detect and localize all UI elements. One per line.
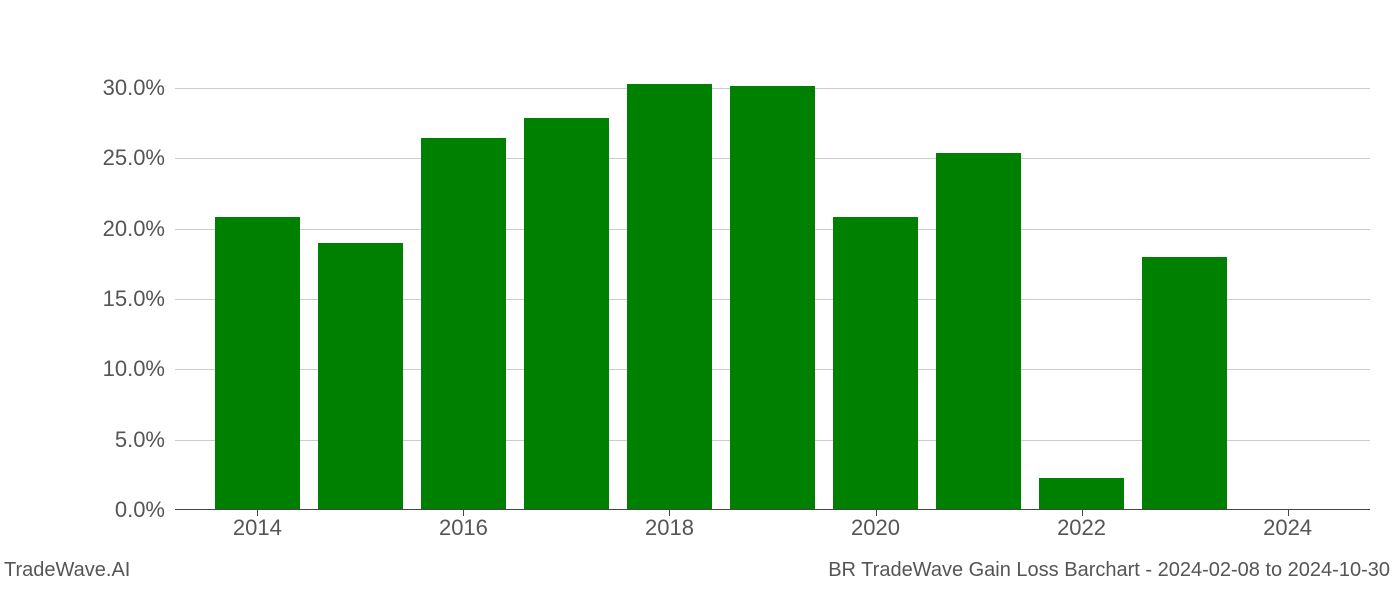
x-tick-mark <box>463 510 464 516</box>
x-tick-label: 2016 <box>439 515 488 541</box>
y-tick-label: 5.0% <box>65 427 165 453</box>
x-tick-mark <box>257 510 258 516</box>
plot-area <box>175 60 1370 510</box>
x-tick-label: 2014 <box>233 515 282 541</box>
x-tick-mark <box>1288 510 1289 516</box>
y-tick-label: 10.0% <box>65 356 165 382</box>
x-tick-mark <box>876 510 877 516</box>
chart-container: 0.0% 5.0% 10.0% 15.0% 20.0% 25.0% 30.0% 2014 20… <box>0 0 1400 600</box>
y-tick-label: 20.0% <box>65 216 165 242</box>
bar <box>1039 478 1123 509</box>
y-tick-label: 0.0% <box>65 497 165 523</box>
x-tick-label: 2022 <box>1057 515 1106 541</box>
x-tick-label: 2024 <box>1263 515 1312 541</box>
bar <box>1142 257 1226 509</box>
footer-left-label: TradeWave.AI <box>4 559 130 582</box>
bar <box>730 86 814 509</box>
x-tick-label: 2018 <box>645 515 694 541</box>
x-tick-mark <box>669 510 670 516</box>
bar <box>524 118 608 509</box>
bar <box>627 84 711 509</box>
x-tick-mark <box>1082 510 1083 516</box>
y-tick-label: 25.0% <box>65 145 165 171</box>
bar <box>833 217 917 510</box>
bar <box>421 138 505 509</box>
y-tick-label: 30.0% <box>65 75 165 101</box>
bar <box>936 153 1020 509</box>
y-tick-label: 15.0% <box>65 286 165 312</box>
x-tick-label: 2020 <box>851 515 900 541</box>
footer-right-label: BR TradeWave Gain Loss Barchart - 2024-0… <box>828 559 1390 582</box>
bar <box>318 243 402 509</box>
bar <box>215 217 299 510</box>
